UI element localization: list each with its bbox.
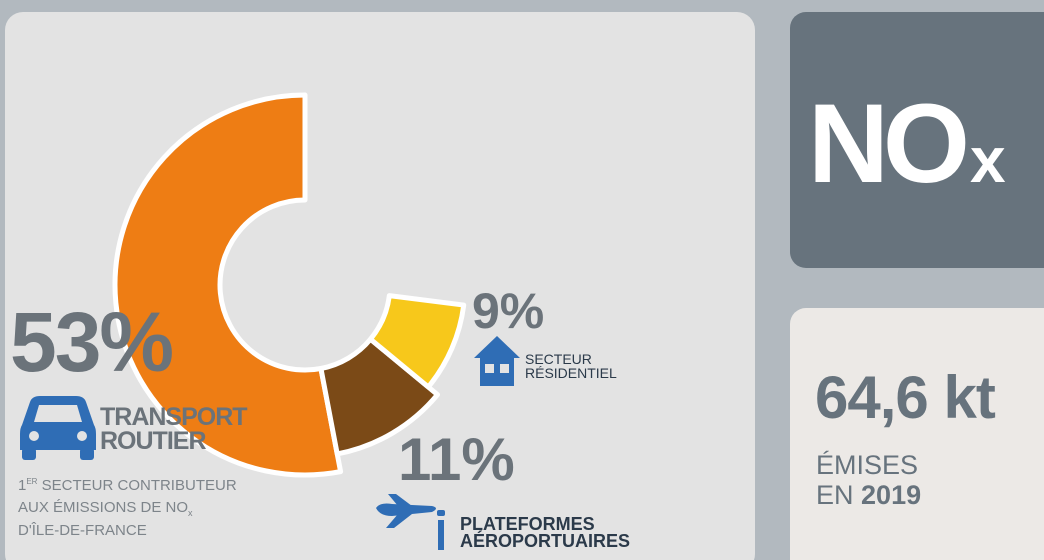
total-year: 2019 (861, 480, 922, 510)
pollutant-name: NO (808, 81, 970, 206)
donut-segment (367, 293, 467, 390)
donut (112, 92, 467, 478)
total-line: EN 2019 (816, 482, 921, 509)
house-icon (474, 336, 520, 386)
car-icon (20, 396, 96, 460)
category-label: SECTEUR RÉSIDENTIEL (525, 351, 617, 381)
note-text: SECTEUR CONTRIBUTEUR (41, 477, 237, 494)
value-label: 53% (10, 295, 174, 389)
note-line: AUX ÉMISSIONS DE NOx (18, 497, 237, 520)
note-sub: x (188, 507, 193, 518)
note-rank: 1 (18, 477, 27, 494)
pollutant: NOx (808, 88, 1006, 200)
category-label: PLATEFORMES AÉROPORTUAIRES (460, 514, 631, 552)
pollutant-subscript: x (970, 124, 1006, 196)
note-rank-suffix: ER (26, 477, 38, 486)
value-label: 11% (398, 426, 515, 493)
donut-segment (318, 336, 441, 457)
category-label: TRANSPORT ROUTIER (100, 403, 248, 455)
total-panel (790, 308, 1044, 560)
total-line: ÉMISES (816, 450, 919, 480)
value-label: 9% (472, 283, 545, 339)
total-value: 64,6 kt (815, 364, 996, 431)
note-text: D'ÎLE-DE-FRANCE (18, 521, 147, 539)
total-prefix: EN (816, 480, 854, 510)
pollutant-panel (790, 12, 1044, 268)
note-text: AUX ÉMISSIONS DE NO (18, 498, 189, 516)
donut-segment (112, 92, 344, 478)
plane-icon (376, 494, 445, 550)
note-line: 1ER SECTEUR CONTRIBUTEUR (18, 475, 237, 497)
note: 1ER SECTEUR CONTRIBUTEUR AUX ÉMISSIONS D… (18, 475, 237, 542)
